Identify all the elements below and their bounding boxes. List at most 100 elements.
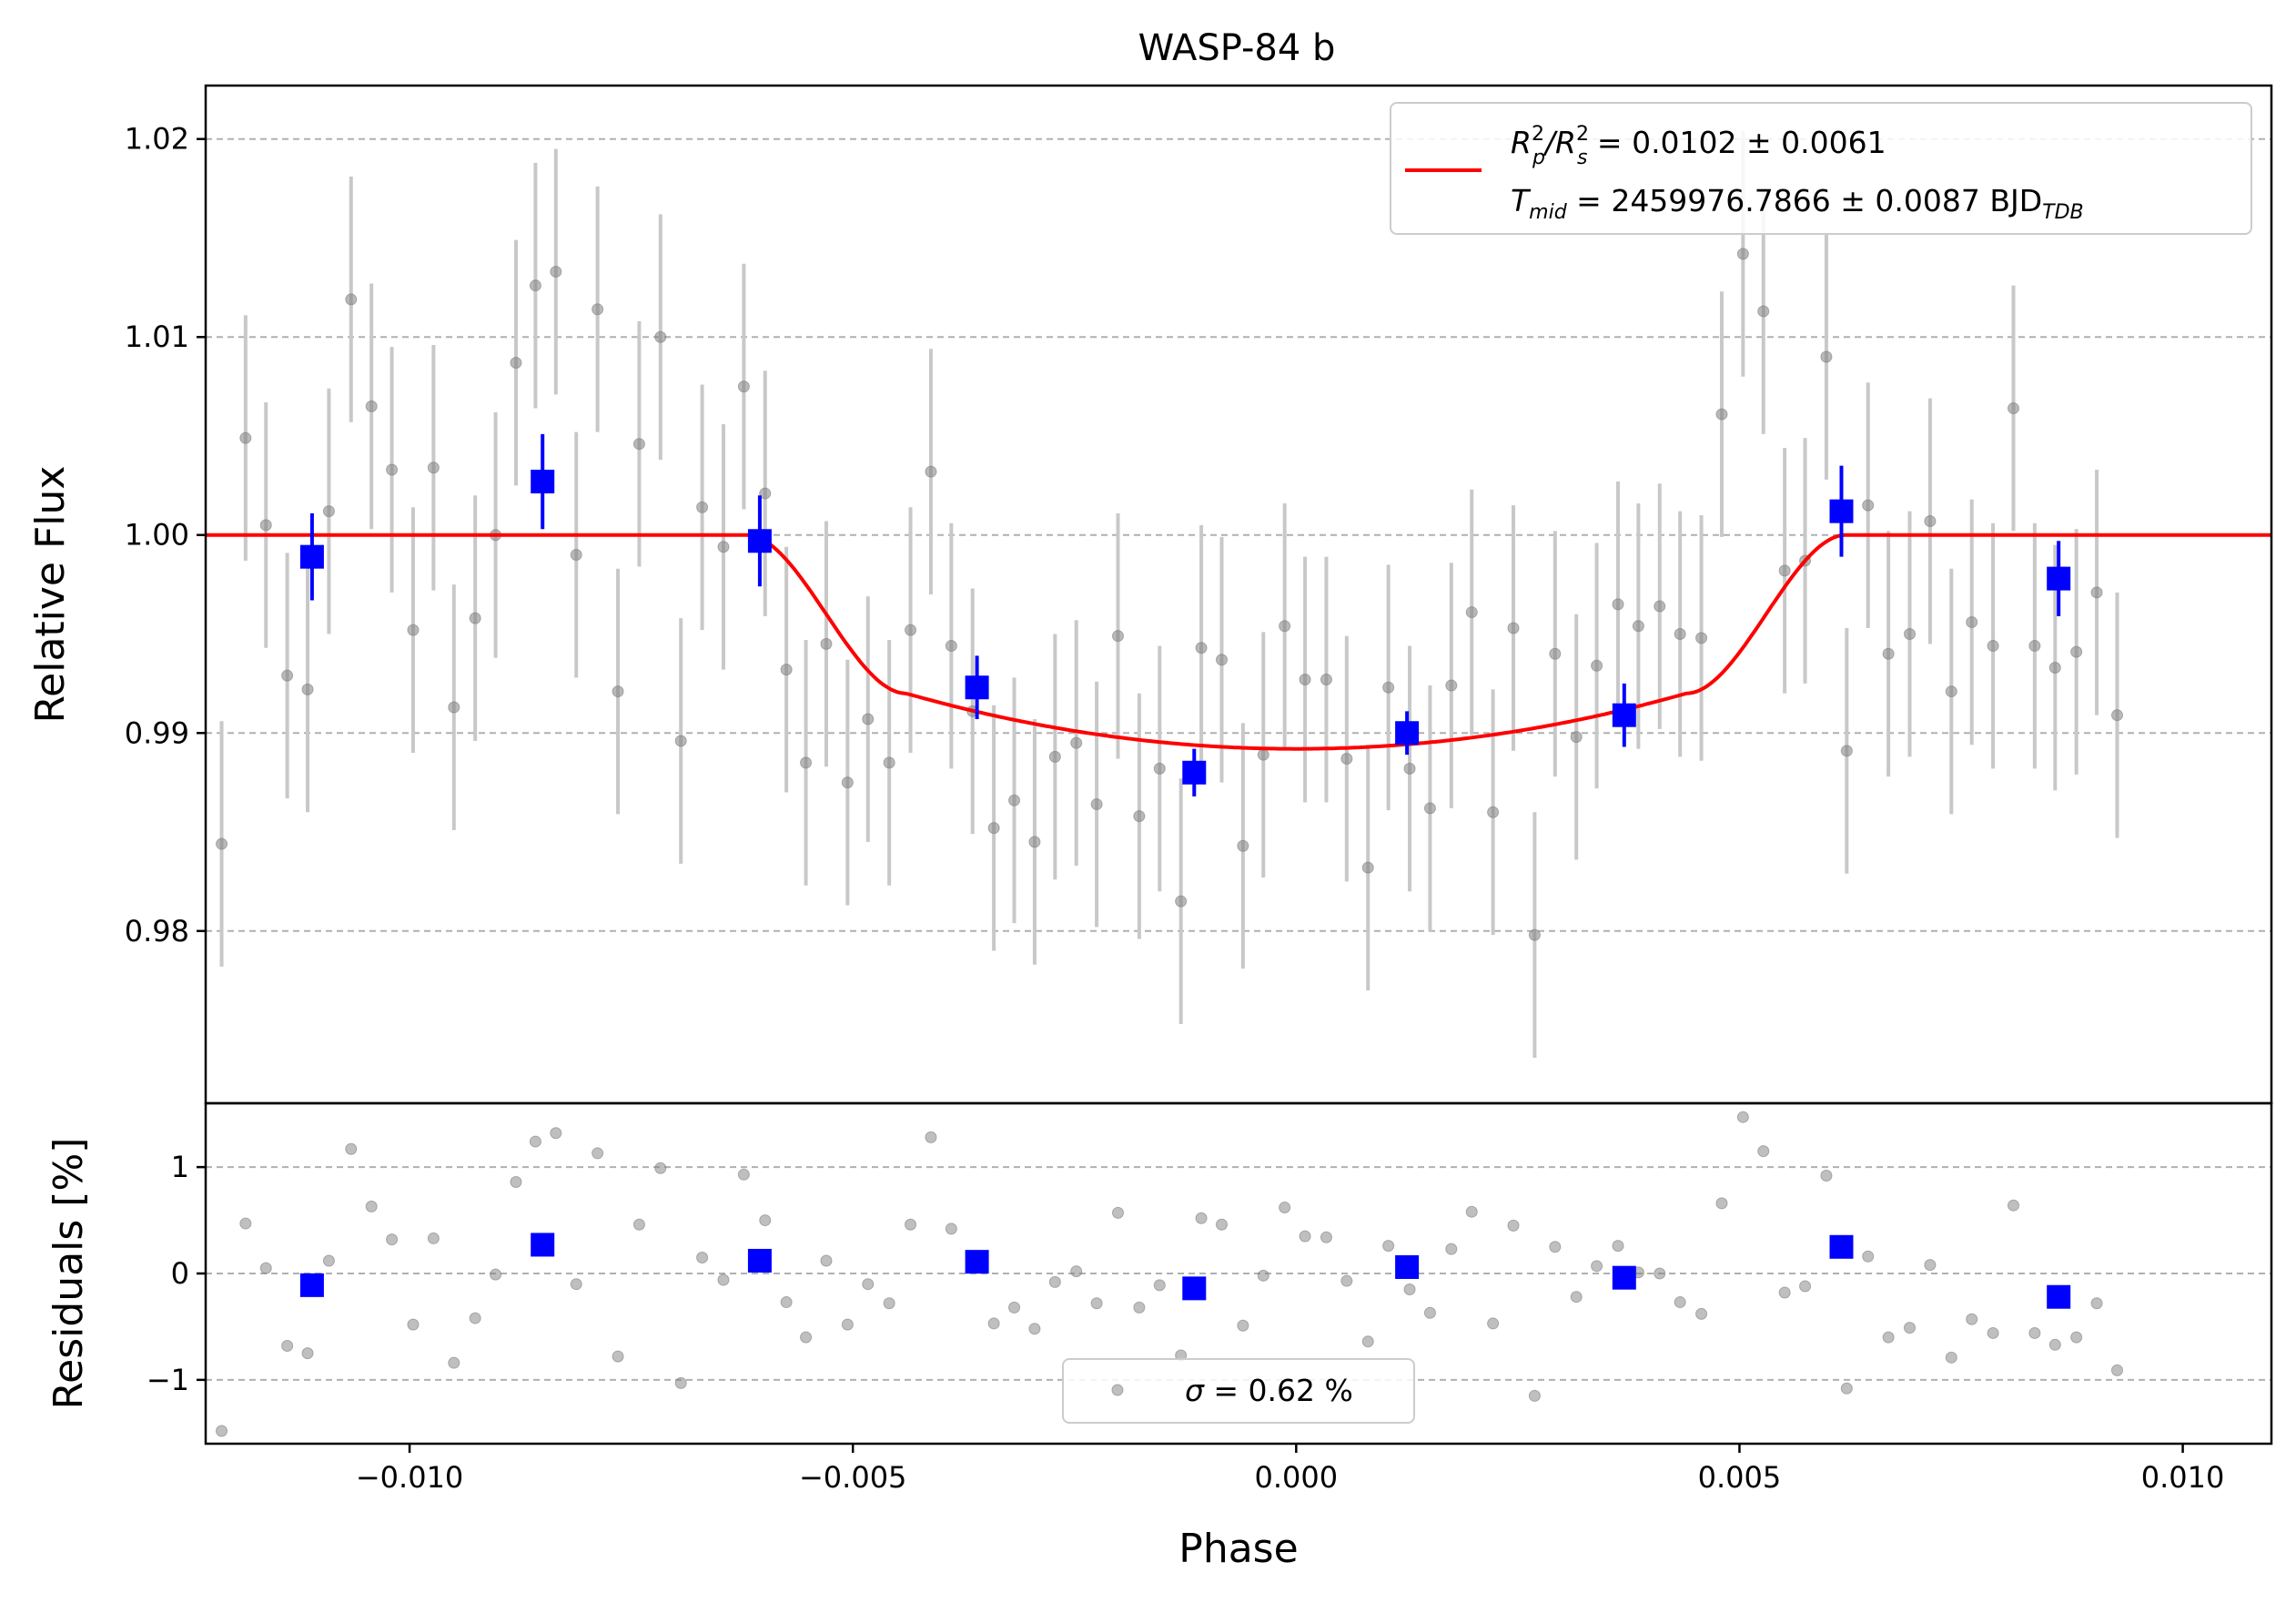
raw-flux-point [987, 822, 1000, 835]
raw-flux-point [1757, 305, 1770, 318]
residuals-grid [206, 1166, 2271, 1381]
raw-residual-point [674, 1376, 687, 1389]
raw-residual-point [1340, 1274, 1353, 1287]
raw-residual-point [427, 1232, 440, 1244]
binned-flux-point [2047, 566, 2071, 591]
raw-flux-point [841, 776, 854, 789]
raw-residual-point [345, 1142, 358, 1155]
flux-legend-depth: R2 p/R2 s = 0.0102 ± 0.0061 [1511, 123, 1886, 169]
raw-residual-point [1112, 1206, 1125, 1219]
flux-y-tick-label: 0.98 [125, 914, 189, 949]
raw-flux-point [1237, 839, 1249, 852]
raw-flux-point [780, 664, 793, 676]
phase-x-tick-label: −0.010 [356, 1460, 463, 1495]
raw-flux-point [216, 837, 228, 850]
raw-flux-point [345, 293, 358, 306]
raw-residual-point [883, 1297, 895, 1310]
raw-residual-point [945, 1223, 957, 1235]
phase-x-tick-label: 0.000 [1255, 1460, 1339, 1495]
raw-residual-point [2070, 1331, 2083, 1344]
binned-flux-point [1182, 760, 1207, 785]
raw-residual-point [550, 1127, 562, 1140]
flux-legend-tmid: Tmid = 2459976.7866 ± 0.0087 BJDTDB [1511, 183, 2084, 224]
raw-residual-point [1528, 1389, 1541, 1402]
raw-residual-point [1070, 1265, 1083, 1278]
raw-flux-point [1528, 928, 1541, 941]
transit-model-line [206, 533, 2271, 751]
raw-residual-point [570, 1278, 582, 1291]
raw-residual-point [592, 1147, 604, 1160]
raw-residual-point [1778, 1286, 1791, 1299]
residuals-panel: −1 0 1 Residuals [%] σ = 0.62 % [46, 1101, 2273, 1446]
raw-flux-point [1133, 810, 1146, 823]
raw-residual-point [1361, 1335, 1374, 1348]
raw-flux-point [1674, 628, 1686, 641]
raw-residual-point [407, 1318, 420, 1331]
binned-flux-point [1395, 721, 1420, 746]
residuals-legend-box [1062, 1358, 1415, 1424]
raw-flux-point [550, 265, 562, 278]
raw-residual-point [820, 1254, 833, 1267]
raw-residual-point [841, 1318, 854, 1331]
residuals-y-tick-label: 0 [171, 1256, 189, 1291]
flux-y-axis-label: Relative Flux [27, 466, 74, 724]
raw-residual-point [448, 1356, 460, 1369]
raw-flux-point [1048, 750, 1061, 763]
raw-residual-point [1612, 1240, 1624, 1253]
binned-flux-point [1612, 703, 1636, 727]
raw-residual-point [1882, 1331, 1895, 1344]
raw-flux-point [1570, 731, 1583, 744]
raw-flux-point [717, 541, 730, 553]
raw-residual-point [1799, 1280, 1812, 1293]
raw-residual-point [510, 1175, 522, 1188]
binned-flux-point [299, 544, 324, 569]
raw-flux-point [1279, 620, 1291, 633]
raw-flux-point [1465, 606, 1478, 619]
raw-residual-point [1153, 1279, 1166, 1292]
raw-flux-point [905, 624, 917, 636]
raw-flux-point [632, 438, 645, 451]
raw-residual-point [1403, 1283, 1416, 1296]
raw-residual-point [1237, 1319, 1249, 1332]
phase-x-tick-label: 0.010 [2141, 1460, 2225, 1495]
raw-flux-point [1549, 647, 1562, 660]
raw-flux-point [759, 487, 772, 500]
raw-residual-point [1507, 1219, 1520, 1232]
phase-x-axis-label: Phase [1178, 1526, 1298, 1572]
raw-residual-point [612, 1350, 624, 1363]
raw-flux-point [1403, 762, 1416, 775]
raw-residual-point [800, 1331, 813, 1344]
raw-flux-point [1736, 248, 1749, 260]
raw-flux-point [1904, 628, 1917, 641]
raw-residual-point [1423, 1306, 1436, 1319]
raw-residual-point [1840, 1382, 1853, 1395]
raw-residual-point [239, 1217, 252, 1230]
flux-y-tick-label: 1.00 [125, 518, 189, 553]
raw-flux-point [612, 685, 624, 698]
raw-flux-point [654, 330, 667, 343]
raw-residual-point [1736, 1111, 1749, 1123]
raw-flux-point [862, 713, 875, 725]
raw-flux-point [800, 756, 813, 769]
raw-residual-point [1945, 1351, 1957, 1364]
raw-flux-point [1320, 674, 1332, 686]
raw-residual-point [529, 1135, 541, 1148]
raw-flux-point [1382, 681, 1395, 694]
raw-residual-point [2048, 1338, 2061, 1351]
raw-flux-point [1632, 620, 1644, 633]
raw-residual-point [1090, 1297, 1103, 1310]
raw-flux-point [883, 756, 895, 769]
flux-panel-frame [204, 84, 2273, 1105]
raw-residual-point [759, 1214, 772, 1227]
raw-residual-point [1904, 1322, 1917, 1334]
raw-flux-point [1153, 762, 1166, 775]
raw-residual-point [1862, 1250, 1875, 1263]
raw-residual-point [1445, 1243, 1458, 1255]
raw-residual-point [696, 1251, 709, 1263]
raw-residual-point [1028, 1323, 1041, 1335]
binned-flux-point [747, 529, 772, 553]
raw-residual-point [1257, 1269, 1269, 1282]
binned-residual-points [299, 1233, 2071, 1309]
raw-flux-point [1882, 647, 1895, 660]
